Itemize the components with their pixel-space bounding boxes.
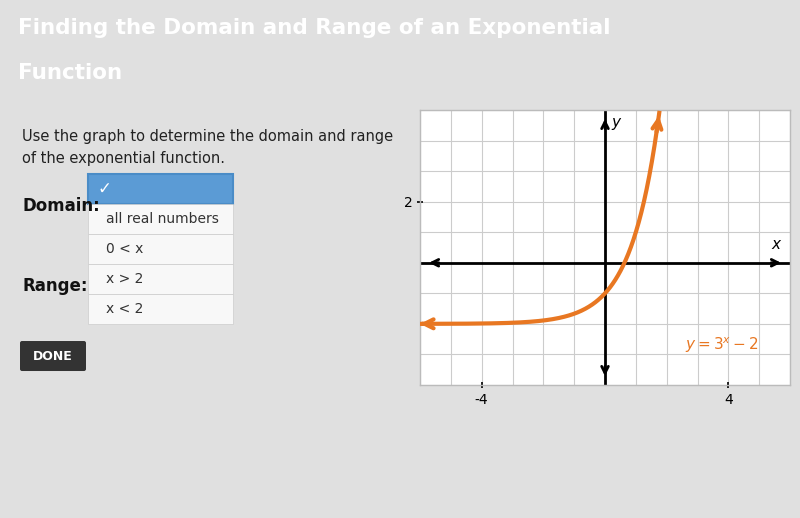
FancyBboxPatch shape: [20, 341, 86, 371]
Text: all real numbers: all real numbers: [106, 212, 219, 226]
Text: y: y: [612, 114, 621, 130]
Text: Finding the Domain and Range of an Exponential: Finding the Domain and Range of an Expon…: [18, 18, 610, 38]
Text: of the exponential function.: of the exponential function.: [22, 151, 225, 166]
Text: DONE: DONE: [33, 350, 73, 363]
Text: ✓: ✓: [98, 180, 112, 198]
Bar: [88, 204, 233, 234]
Text: 0 < x: 0 < x: [106, 242, 143, 256]
Bar: [88, 174, 233, 204]
Text: x < 2: x < 2: [106, 302, 143, 316]
Text: x: x: [772, 237, 781, 252]
Text: Use the graph to determine the domain and range: Use the graph to determine the domain an…: [22, 129, 393, 144]
Text: Range:: Range:: [22, 277, 87, 295]
Text: Function: Function: [18, 63, 122, 83]
Bar: [88, 234, 233, 264]
Text: $\mathit{y} = 3^{\mathit{x}} - 2$: $\mathit{y} = 3^{\mathit{x}} - 2$: [686, 336, 759, 355]
Text: x > 2: x > 2: [106, 272, 143, 286]
Bar: [88, 294, 233, 324]
Text: Domain:: Domain:: [22, 197, 100, 215]
Bar: [88, 264, 233, 294]
